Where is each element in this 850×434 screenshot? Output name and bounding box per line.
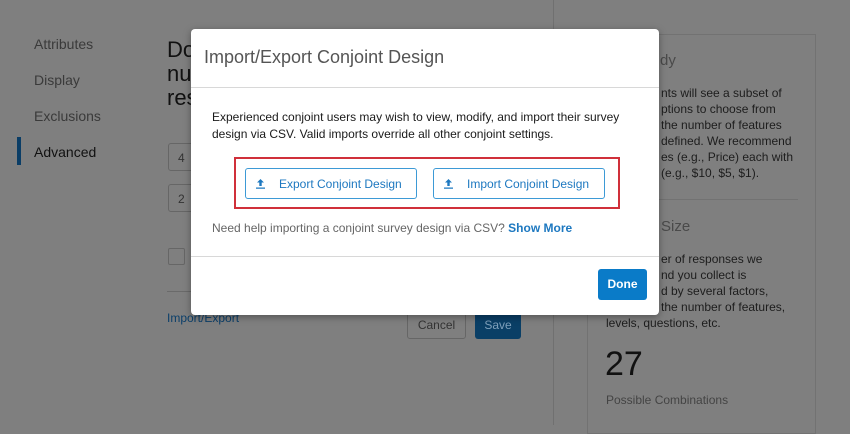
study-text: the number of features: [661, 118, 782, 132]
size-text: d by several factors,: [661, 284, 769, 298]
sidebar-item-display[interactable]: Display: [34, 72, 80, 88]
export-label: Export Conjoint Design: [279, 176, 402, 191]
size-text: levels, questions, etc.: [606, 316, 721, 330]
size-text: the number of features,: [661, 300, 786, 314]
upload-icon: [256, 179, 265, 189]
card-divider: [606, 199, 798, 200]
heading-fragment: Do: [167, 37, 196, 62]
import-button[interactable]: Import Conjoint Design: [433, 168, 605, 199]
size-heading: Size: [661, 218, 691, 235]
import-label: Import Conjoint Design: [467, 176, 590, 191]
cancel-button[interactable]: Cancel: [407, 311, 466, 339]
heading-fragment: nu: [167, 61, 192, 86]
size-text: nd you collect is: [661, 268, 747, 282]
import-export-modal: Import/Export Conjoint Design Experience…: [191, 29, 659, 315]
highlight-box: [234, 157, 620, 209]
modal-title: Import/Export Conjoint Design: [204, 47, 445, 67]
done-button[interactable]: Done: [598, 269, 647, 300]
help-text: Need help importing a conjoint survey de…: [212, 221, 572, 235]
modal-footer-divider: [191, 256, 659, 257]
study-text: (e.g., $10, $5, $1).: [661, 166, 760, 180]
sidebar-item-exclusions[interactable]: Exclusions: [34, 108, 101, 124]
sidebar-item-attributes[interactable]: Attributes: [34, 36, 94, 52]
combinations-label: Possible Combinations: [606, 393, 729, 407]
checkbox[interactable]: [168, 248, 185, 265]
sidebar-item-advanced[interactable]: Advanced: [34, 144, 97, 160]
modal-description: Experienced conjoint users may wish to v…: [212, 110, 620, 141]
combinations-value: 27: [605, 345, 643, 383]
study-text: defined. We recommend: [661, 134, 792, 148]
study-text: ptions to choose from: [661, 102, 776, 116]
size-text: er of responses we: [661, 252, 763, 266]
help-label: Need help importing a conjoint survey de…: [212, 221, 505, 235]
show-more-link[interactable]: Show More: [508, 221, 573, 235]
study-text: es (e.g., Price) each with: [661, 150, 794, 164]
study-heading: dy: [660, 52, 676, 69]
export-button[interactable]: Export Conjoint Design: [245, 168, 417, 199]
modal-header-divider: [191, 87, 659, 88]
active-indicator: [17, 137, 21, 165]
save-button[interactable]: Save: [475, 311, 521, 339]
upload-icon: [444, 179, 453, 189]
study-text: nts will see a subset of: [661, 86, 782, 100]
